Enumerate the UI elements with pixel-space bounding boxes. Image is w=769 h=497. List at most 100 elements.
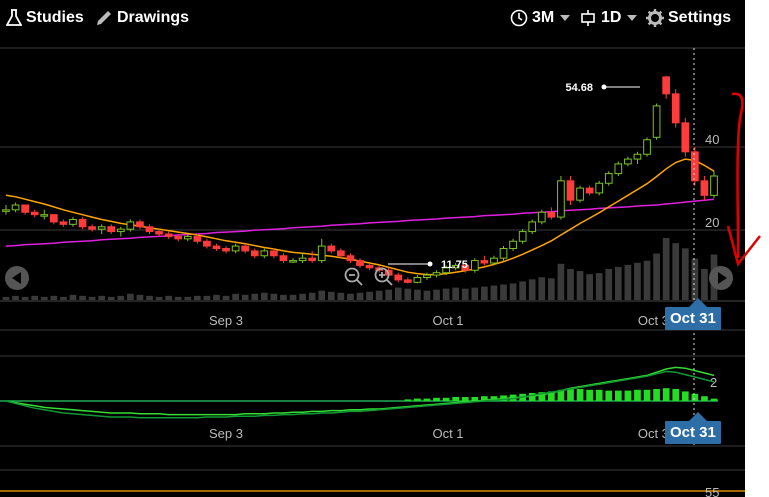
volume-bar — [270, 293, 278, 300]
volume-bar — [404, 288, 412, 300]
long-moving-average-line — [5, 198, 715, 247]
chart-app: Studies Drawings 3M 1D — [0, 0, 745, 497]
volume-bar — [605, 269, 613, 300]
volume-bar — [614, 266, 622, 300]
chevron-down-icon — [560, 15, 571, 21]
candle-down — [671, 93, 680, 124]
candle-up — [97, 226, 106, 230]
volume-bar — [232, 293, 239, 300]
gear-icon — [646, 9, 664, 27]
volume-bar — [337, 292, 345, 300]
high-marker-label: 54.68 — [565, 82, 593, 94]
studies-button[interactable]: Studies — [6, 9, 84, 27]
candle-down — [691, 151, 699, 182]
candle-up — [183, 235, 192, 240]
oscillator-histogram-bar — [557, 389, 565, 401]
oscillator-histogram-bar — [643, 389, 651, 401]
volume-bar — [98, 295, 106, 300]
candle-up — [289, 260, 297, 263]
candle-down — [585, 187, 594, 194]
price-tick-20: 20 — [705, 215, 719, 230]
volume-bar — [643, 260, 651, 300]
candle-down — [365, 264, 374, 269]
volume-bar — [184, 296, 192, 300]
candle-up — [470, 260, 479, 271]
candle-down — [164, 233, 173, 237]
clock-icon — [510, 9, 528, 27]
crosshair-date-flag: Oct 31 — [665, 298, 721, 330]
volume-bar — [88, 296, 96, 300]
volume-bar — [31, 295, 39, 300]
pencil-icon — [97, 11, 111, 25]
oscillator-histogram-bar — [528, 393, 536, 401]
zoom-in-icon[interactable] — [373, 266, 395, 288]
volume-bar — [509, 283, 517, 300]
drawings-label: Drawings — [117, 9, 190, 26]
settings-label: Settings — [668, 9, 732, 26]
volume-bar — [461, 288, 469, 300]
low-marker-dot — [427, 261, 433, 267]
oscillator-histogram-bar — [662, 388, 670, 401]
volume-bar — [681, 248, 689, 300]
candle-up — [652, 105, 661, 138]
candle-down — [700, 180, 709, 196]
candle-down — [193, 235, 202, 242]
candle-down — [662, 76, 671, 95]
candle-down — [241, 245, 250, 252]
oscillator-signal-line — [5, 366, 715, 416]
volume-bar — [701, 269, 708, 300]
range-selector[interactable]: 3M — [510, 9, 571, 27]
candle-up — [231, 245, 240, 252]
oscillator-histogram-bar — [452, 397, 460, 401]
interval-label: 1D — [601, 9, 622, 26]
scroll-left-button[interactable] — [5, 266, 29, 290]
oscillator-histogram-bar — [634, 389, 641, 401]
candle-interval-icon — [581, 10, 595, 26]
volume-bar — [586, 274, 593, 300]
candle-up — [518, 231, 527, 242]
price-chart[interactable]: 54.68 11.75 40 20 2 55 Sep 3 Oct 1 Oct 3… — [0, 0, 745, 497]
candle-up — [624, 158, 632, 165]
volume-bar — [213, 294, 220, 300]
candle-down — [78, 219, 87, 228]
volume-bar — [155, 296, 163, 300]
date-tick-oct1: Oct 1 — [432, 313, 463, 328]
settings-button[interactable]: Settings — [646, 9, 731, 27]
volume-bar — [136, 294, 144, 300]
zoom-out-icon[interactable] — [343, 266, 365, 288]
volume-bar — [433, 289, 440, 300]
volume-bar — [12, 295, 19, 300]
candle-down — [88, 226, 96, 230]
oscillator-histogram-bar — [490, 396, 498, 401]
volume-bar — [423, 290, 431, 300]
candle-down — [327, 245, 336, 252]
candle-down — [250, 250, 259, 257]
candle-up — [528, 221, 537, 233]
volume-bar — [21, 296, 29, 300]
candle-up — [509, 240, 517, 249]
volume-bar — [79, 295, 86, 300]
candle-down — [59, 221, 68, 225]
candle-up — [576, 187, 584, 201]
candle-up — [298, 257, 307, 262]
volume-bar — [222, 295, 230, 300]
volume-bar — [481, 286, 488, 300]
oscillator-histogram-bar — [653, 389, 660, 401]
flask-icon — [6, 9, 22, 26]
candle-up — [710, 175, 718, 196]
oscillator-histogram-bar — [614, 390, 622, 401]
candle-down — [547, 211, 556, 218]
candle-down — [279, 255, 288, 262]
oscillator-histogram-bar — [586, 389, 593, 401]
volume-bar — [624, 264, 632, 300]
volume-bar — [241, 294, 249, 300]
interval-selector[interactable]: 1D — [579, 9, 638, 27]
candle-down — [107, 226, 116, 233]
candle-down — [356, 260, 364, 266]
drawings-button[interactable]: Drawings — [95, 9, 189, 27]
oscillator-histogram-bar — [710, 398, 718, 401]
oscillator-histogram-bar — [681, 391, 689, 401]
scroll-right-button[interactable] — [709, 266, 733, 290]
volume-bar — [203, 295, 211, 300]
candle-up — [40, 214, 49, 217]
